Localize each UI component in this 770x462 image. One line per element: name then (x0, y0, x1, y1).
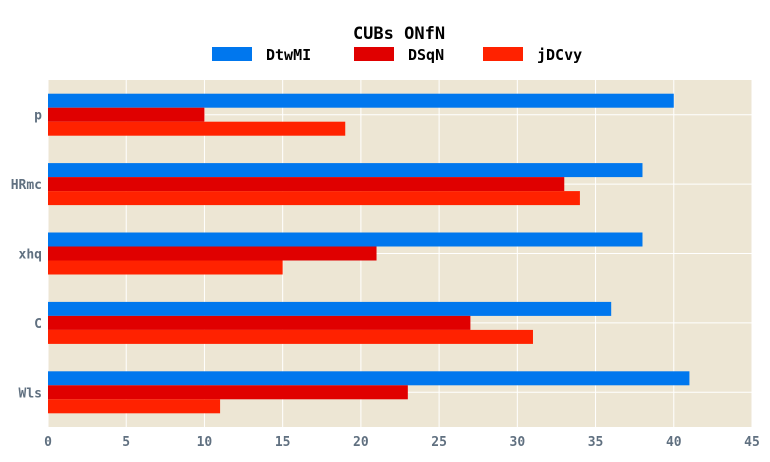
bar-DSqN-p (48, 107, 205, 122)
bar-DtwMI-HRmc (48, 163, 643, 178)
legend-label-DtwMI: DtwMI (266, 46, 311, 64)
legend-swatch-DtwMI (212, 47, 252, 61)
bars (48, 93, 690, 414)
bar-jDCvy-Wls (48, 399, 221, 414)
chart-title: CUBs ONfN (353, 24, 445, 44)
bar-DSqN-C (48, 315, 471, 330)
bar-DSqN-xhq (48, 246, 377, 261)
x-tick-label: 15 (275, 435, 291, 450)
bar-DSqN-HRmc (48, 177, 565, 192)
bar-DtwMI-p (48, 93, 674, 108)
bar-DtwMI-Wls (48, 371, 690, 386)
x-tick-label: 35 (588, 435, 604, 450)
legend-swatch-jDCvy (483, 47, 523, 61)
legend-label-jDCvy: jDCvy (537, 46, 582, 64)
bar-DtwMI-C (48, 301, 612, 316)
legend: DtwMI DSqN jDCvy (212, 46, 582, 64)
bar-jDCvy-xhq (48, 260, 283, 275)
x-tick-label: 20 (353, 435, 369, 450)
y-tick-label: p (34, 109, 42, 124)
y-tick-label: xhq (19, 248, 42, 263)
y-tick-label: C (34, 317, 42, 332)
legend-swatch-DSqN (354, 47, 394, 61)
bar-jDCvy-C (48, 329, 533, 344)
x-tick-label: 10 (197, 435, 213, 450)
bar-DtwMI-xhq (48, 232, 643, 247)
bar-jDCvy-p (48, 121, 346, 136)
y-tick-label: HRmc (11, 178, 42, 193)
bar-DSqN-Wls (48, 385, 408, 400)
legend-label-DSqN: DSqN (408, 46, 444, 64)
x-axis-ticks: 0 5 10 15 20 25 30 35 40 45 (44, 435, 760, 450)
x-tick-label: 25 (431, 435, 447, 450)
y-axis-ticks: p HRmc xhq C Wls (11, 109, 42, 402)
x-tick-label: 45 (744, 435, 760, 450)
x-tick-label: 40 (666, 435, 682, 450)
bar-jDCvy-HRmc (48, 191, 580, 206)
x-tick-label: 0 (44, 435, 52, 450)
y-tick-label: Wls (19, 386, 42, 401)
x-tick-label: 30 (510, 435, 526, 450)
x-tick-label: 5 (122, 435, 130, 450)
